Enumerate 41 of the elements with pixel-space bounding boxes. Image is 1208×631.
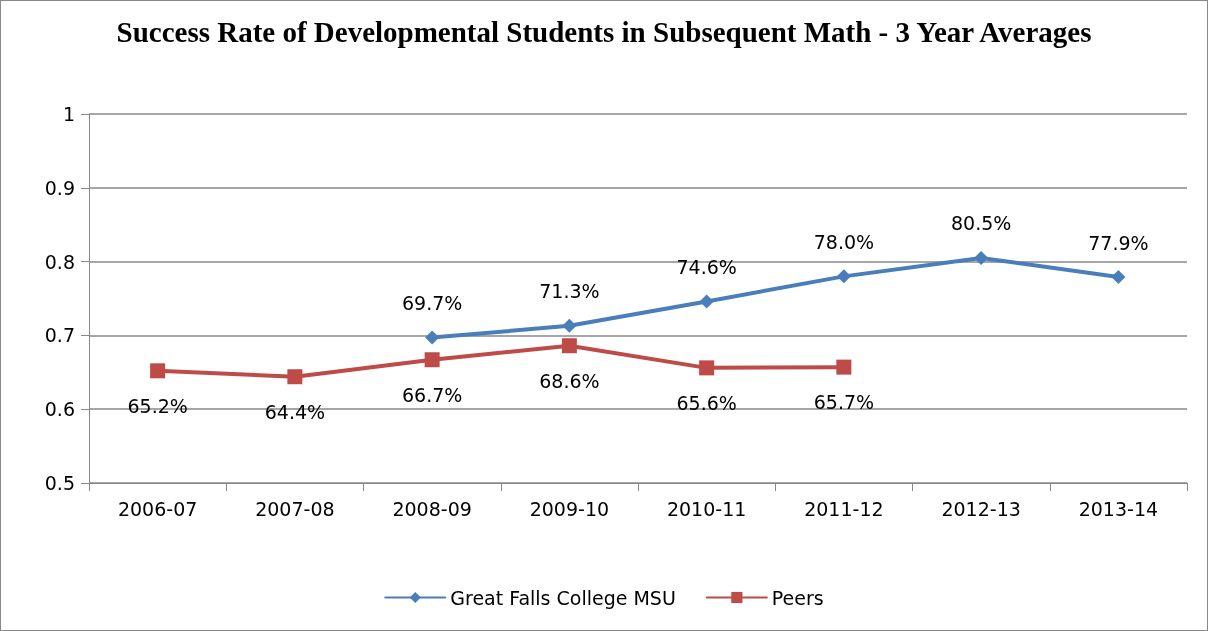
x-tick-label: 2012-13 [941, 497, 1021, 520]
point [561, 338, 577, 354]
data-label: 68.6% [539, 369, 600, 392]
point [150, 363, 166, 379]
point [1111, 270, 1126, 285]
x-tick-label: 2009-10 [529, 497, 610, 520]
y-tick-label: 0.7 [44, 324, 75, 347]
point [699, 360, 715, 376]
point [287, 369, 303, 385]
y-tick-label: 0.9 [44, 176, 75, 199]
point [974, 250, 989, 265]
point [425, 330, 440, 345]
data-label: 66.7% [401, 383, 463, 406]
data-label: 80.5% [950, 212, 1012, 235]
data-label: 78.0% [813, 230, 875, 253]
x-tick-label: 2007-08 [255, 497, 335, 520]
x-tick-label: 2010-11 [666, 497, 747, 520]
data-label: 64.4% [264, 400, 326, 423]
y-tick-label: 0.8 [44, 250, 75, 273]
chart-title: Success Rate of Developmental Students in Subsequent Math - 3 Year Averages [116, 16, 1092, 48]
data-label: 65.2% [127, 394, 188, 417]
data-label: 65.7% [813, 391, 875, 414]
data-label: 74.6% [676, 255, 737, 278]
x-tick-label: 2011-12 [804, 497, 884, 520]
x-tick-label: 2013-14 [1078, 497, 1159, 520]
legend-label: Great Falls College MSU [450, 586, 676, 609]
y-tick-label: 0.6 [44, 398, 75, 421]
point [699, 294, 714, 309]
y-tick-label: 0.5 [44, 472, 75, 494]
data-label: 71.3% [539, 280, 600, 303]
point [424, 352, 440, 368]
data-label: 69.7% [401, 292, 463, 315]
point [836, 269, 851, 284]
point [836, 359, 852, 375]
x-tick-label: 2008-09 [392, 497, 472, 520]
x-tick-label: 2006-07 [117, 497, 198, 520]
y-tick-label: 1 [62, 103, 75, 125]
data-label: 65.6% [676, 391, 737, 414]
data-label: 77.9% [1088, 231, 1149, 254]
point [562, 318, 577, 333]
legend-label: Peers [771, 586, 824, 609]
